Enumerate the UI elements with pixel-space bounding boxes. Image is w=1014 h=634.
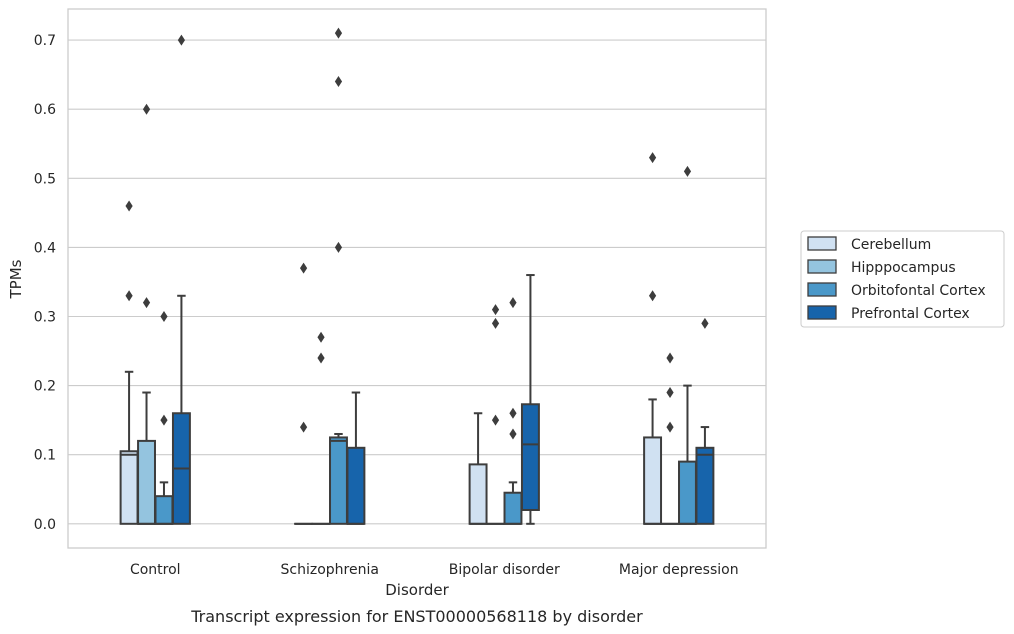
outlier-point: [683, 165, 692, 177]
x-tick-label: Bipolar disorder: [449, 562, 560, 578]
y-tick-label: 0.7: [34, 33, 56, 49]
outlier-point: [509, 407, 517, 419]
legend-label: Orbitofontal Cortex: [851, 283, 986, 299]
box-orbitofontal-cortex: [154, 311, 174, 525]
box-hipppocampus: [137, 103, 156, 525]
legend-swatch: [807, 305, 837, 320]
legend-swatch: [807, 259, 837, 274]
y-tick-label: 0.2: [34, 379, 56, 395]
box-body: [329, 436, 348, 525]
x-axis-ticks: Control Schizophrenia Bipolar disorder Majo…: [130, 562, 739, 578]
box-body: [520, 403, 540, 511]
outlier-point: [317, 352, 325, 364]
legend: Cerebellum Hipppocampus Orbitofontal Corte…: [800, 230, 1005, 328]
y-tick-label: 0.6: [34, 102, 56, 118]
box-prefrontal-cortex: [346, 391, 366, 525]
outlier-point: [299, 262, 308, 274]
legend-swatch: [807, 236, 837, 251]
plot-area-frame: [67, 8, 767, 549]
legend-label: Prefrontal Cortex: [851, 306, 970, 322]
box-body: [346, 446, 366, 525]
chart-caption: Transcript expression for ENST0000056811…: [190, 607, 643, 626]
outlier-point: [177, 34, 186, 46]
box-cerebellum: [294, 262, 314, 525]
outlier-point: [491, 414, 500, 426]
legend-frame: [800, 230, 1005, 328]
y-axis-ticks: 0.0 0.1 0.2 0.3 0.4 0.5 0.6 0.7: [34, 33, 56, 533]
x-tick-label: Control: [130, 562, 181, 578]
box-orbitofontal-cortex: [678, 165, 697, 525]
outlier-point: [509, 297, 517, 309]
box-body: [503, 491, 523, 525]
x-tick-label: Major depression: [619, 562, 739, 578]
box-cerebellum: [643, 152, 663, 525]
x-axis-label: Disorder: [385, 581, 449, 599]
outlier-point: [125, 200, 133, 212]
outlier-point: [299, 421, 308, 433]
outlier-point: [666, 421, 674, 433]
outlier-point: [509, 428, 517, 440]
box-body: [643, 436, 663, 525]
outlier-point: [317, 331, 325, 343]
box-cerebellum: [468, 412, 488, 525]
outlier-point: [701, 317, 709, 329]
legend-label: Cerebellum: [851, 237, 931, 253]
outlier-point: [648, 152, 657, 164]
y-tick-label: 0.1: [34, 448, 56, 464]
box-hipppocampus: [660, 352, 680, 525]
box-body: [695, 446, 715, 525]
outlier-point: [125, 290, 133, 302]
box-prefrontal-cortex: [520, 274, 540, 525]
legend-label: Hipppocampus: [851, 260, 956, 276]
box-orbitofontal-cortex: [329, 27, 348, 525]
box-prefrontal-cortex: [695, 317, 715, 525]
boxes: [119, 27, 715, 525]
y-tick-label: 0.5: [34, 171, 56, 187]
box-body: [137, 439, 156, 525]
box-hipppocampus: [486, 304, 505, 525]
y-tick-label: 0.0: [34, 517, 56, 533]
legend-swatch: [807, 282, 837, 297]
outlier-point: [666, 352, 674, 364]
outlier-point: [334, 241, 343, 253]
y-tick-label: 0.4: [34, 240, 56, 256]
outlier-point: [334, 76, 343, 88]
box-prefrontal-cortex: [171, 34, 191, 525]
box-body: [468, 463, 488, 525]
x-tick-label: Schizophrenia: [281, 562, 379, 578]
outlier-point: [334, 27, 343, 39]
box-body: [154, 495, 174, 525]
outlier-point: [648, 290, 657, 302]
outlier-point: [142, 297, 151, 309]
outlier-point: [160, 414, 168, 426]
outlier-point: [142, 103, 151, 115]
box-cerebellum: [119, 200, 139, 525]
outlier-point: [160, 311, 168, 323]
outlier-point: [666, 387, 674, 399]
y-tick-label: 0.3: [34, 310, 56, 326]
outlier-point: [491, 317, 500, 329]
box-hipppocampus: [311, 331, 331, 525]
box-body: [119, 450, 139, 525]
box-body: [678, 460, 697, 525]
box-orbitofontal-cortex: [503, 297, 523, 525]
y-axis-label: TPMs: [7, 259, 25, 299]
outlier-point: [491, 304, 500, 316]
